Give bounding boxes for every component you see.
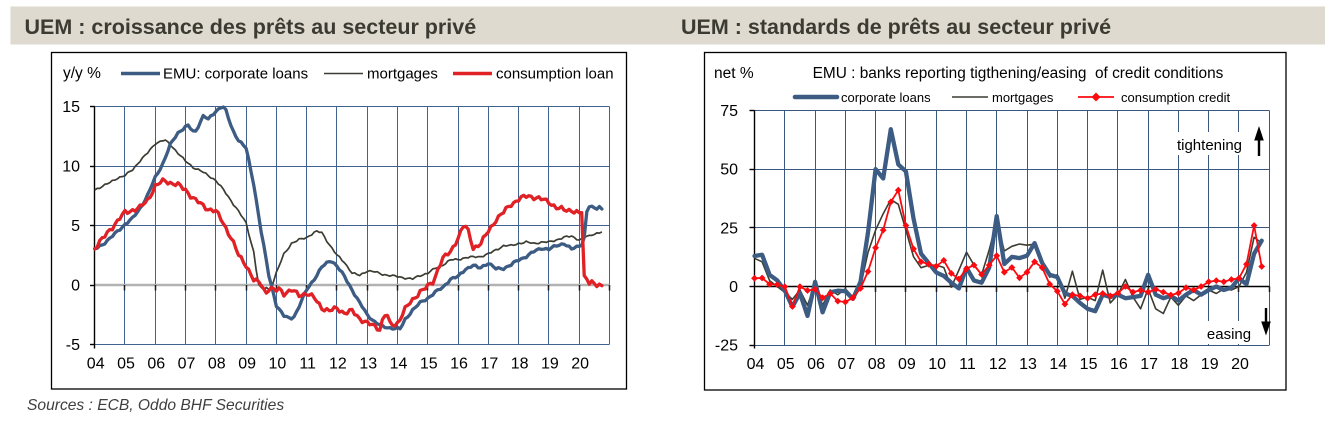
svg-text:13: 13: [359, 356, 377, 373]
svg-text:11: 11: [299, 356, 316, 373]
svg-text:15: 15: [62, 99, 80, 116]
svg-text:EMU: corporate loans: EMU: corporate loans: [163, 66, 308, 83]
svg-text:06: 06: [147, 356, 165, 373]
svg-text:04: 04: [87, 356, 105, 373]
svg-text:25: 25: [720, 220, 738, 237]
svg-text:15: 15: [1080, 356, 1098, 373]
svg-text:UEM : croissance des prêts au: UEM : croissance des prêts au secteur pr…: [25, 15, 477, 39]
svg-text:10: 10: [62, 159, 80, 176]
svg-text:10: 10: [928, 356, 946, 373]
svg-text:14: 14: [390, 356, 408, 373]
svg-text:09: 09: [238, 356, 256, 373]
svg-text:16: 16: [450, 356, 468, 373]
svg-text:-5: -5: [66, 337, 80, 354]
svg-text:13: 13: [1019, 356, 1037, 373]
svg-text:17: 17: [480, 356, 498, 373]
svg-text:20: 20: [1231, 356, 1249, 373]
svg-text:mortgages: mortgages: [992, 90, 1054, 105]
svg-text:07: 07: [178, 356, 196, 373]
svg-text:19: 19: [541, 356, 559, 373]
svg-text:10: 10: [268, 356, 286, 373]
svg-text:18: 18: [511, 356, 529, 373]
svg-text:09: 09: [898, 356, 916, 373]
svg-text:20: 20: [571, 356, 589, 373]
svg-text:15: 15: [420, 356, 438, 373]
svg-text:Sources : ECB, Oddo BHF Securi: Sources : ECB, Oddo BHF Securities: [27, 397, 284, 414]
svg-text:12: 12: [989, 356, 1007, 373]
svg-text:05: 05: [777, 356, 795, 373]
svg-text:08: 08: [208, 356, 226, 373]
svg-text:16: 16: [1110, 356, 1128, 373]
svg-text:12: 12: [329, 356, 347, 373]
svg-text:consumption credit: consumption credit: [1121, 90, 1230, 105]
svg-text:easing: easing: [1207, 326, 1251, 343]
svg-text:mortgages: mortgages: [367, 66, 438, 83]
svg-text:tightening: tightening: [1177, 137, 1242, 154]
svg-text:04: 04: [747, 356, 765, 373]
svg-text:consumption loan: consumption loan: [496, 66, 614, 83]
svg-text:75: 75: [720, 103, 738, 120]
svg-text:18: 18: [1171, 356, 1189, 373]
svg-text:50: 50: [720, 162, 738, 179]
svg-text:net %: net %: [714, 65, 754, 82]
svg-text:0: 0: [71, 278, 80, 295]
svg-text:08: 08: [868, 356, 886, 373]
svg-text:14: 14: [1049, 356, 1067, 373]
svg-text:UEM : standards de prêts au se: UEM : standards de prêts au secteur priv…: [681, 15, 1111, 39]
svg-text:17: 17: [1140, 356, 1158, 373]
svg-text:5: 5: [71, 218, 80, 235]
svg-text:y/y %: y/y %: [63, 65, 101, 82]
svg-text:07: 07: [837, 356, 855, 373]
svg-text:19: 19: [1201, 356, 1219, 373]
svg-text:05: 05: [117, 356, 135, 373]
svg-text:06: 06: [807, 356, 825, 373]
svg-text:corporate loans: corporate loans: [841, 90, 931, 105]
svg-text:0: 0: [729, 279, 738, 296]
svg-text:-25: -25: [715, 338, 738, 355]
svg-text:EMU : banks reporting tigtheni: EMU : banks reporting tigthening/easing …: [813, 65, 1224, 82]
svg-text:11: 11: [959, 356, 976, 373]
